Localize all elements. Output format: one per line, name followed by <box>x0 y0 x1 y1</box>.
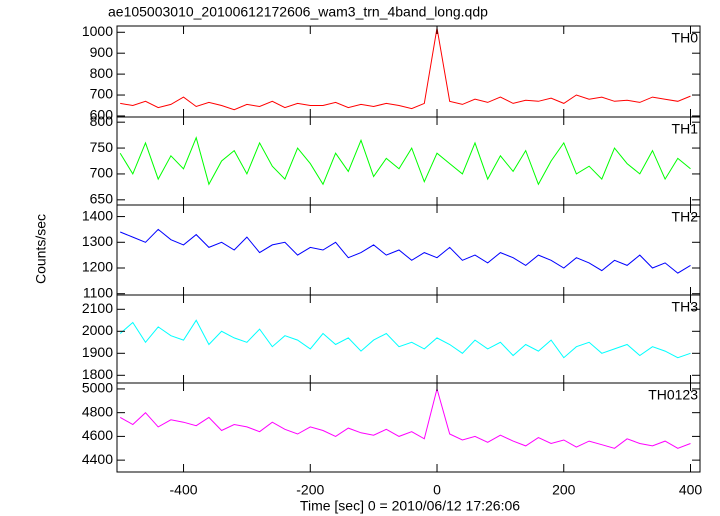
y-tick-label: 1400 <box>82 207 113 223</box>
y-tick-label: 1000 <box>82 23 113 39</box>
panel-frame <box>116 294 701 384</box>
x-tick-label: -400 <box>170 482 198 498</box>
panel-label: TH0 <box>672 30 699 46</box>
y-tick-label: 1100 <box>83 284 113 300</box>
light-curve <box>120 228 691 274</box>
y-tick-label: 800 <box>90 113 114 129</box>
y-tick-label: 650 <box>90 191 114 207</box>
y-tick-label: 700 <box>90 165 114 181</box>
y-tick-label: 600 <box>90 107 114 123</box>
y-tick-label: 700 <box>90 86 114 102</box>
light-curve <box>120 28 691 111</box>
panel-label: TH2 <box>672 209 699 225</box>
y-tick-label: 750 <box>90 139 114 155</box>
x-tick-label: 0 <box>433 482 441 498</box>
y-tick-label: 2100 <box>82 300 113 316</box>
x-tick-label: -200 <box>296 482 324 498</box>
panel-frame <box>116 382 701 473</box>
y-tick-label: 4600 <box>82 427 113 443</box>
y-tick-label: 1300 <box>82 233 113 249</box>
panel-label: TH3 <box>672 299 699 315</box>
panel-label: TH0123 <box>648 387 698 403</box>
panel-frame <box>116 116 701 206</box>
y-tick-label: 5000 <box>82 380 113 396</box>
y-tick-label: 1800 <box>82 366 113 382</box>
y-tick-label: 4800 <box>82 403 113 419</box>
y-tick-label: 900 <box>90 44 114 60</box>
panel-frame <box>116 204 701 296</box>
y-tick-label: 1200 <box>82 259 113 275</box>
y-tick-label: 4400 <box>82 451 113 467</box>
x-axis-label: Time [sec] 0 = 2010/06/12 17:26:06 <box>300 498 520 514</box>
y-tick-label: 800 <box>90 65 114 81</box>
y-tick-label: 2000 <box>82 322 113 338</box>
light-curve <box>119 136 691 186</box>
y-tick-label: 1900 <box>82 344 113 360</box>
x-tick-label: 400 <box>679 482 703 498</box>
panel-label: TH1 <box>672 121 699 137</box>
y-axis-label: Counts/sec <box>33 214 49 284</box>
light-curve <box>119 319 691 359</box>
light-curve <box>119 386 691 449</box>
chart-title: ae105003010_20100612172606_wam3_trn_4ban… <box>108 4 488 20</box>
x-tick-label: 200 <box>552 482 576 498</box>
